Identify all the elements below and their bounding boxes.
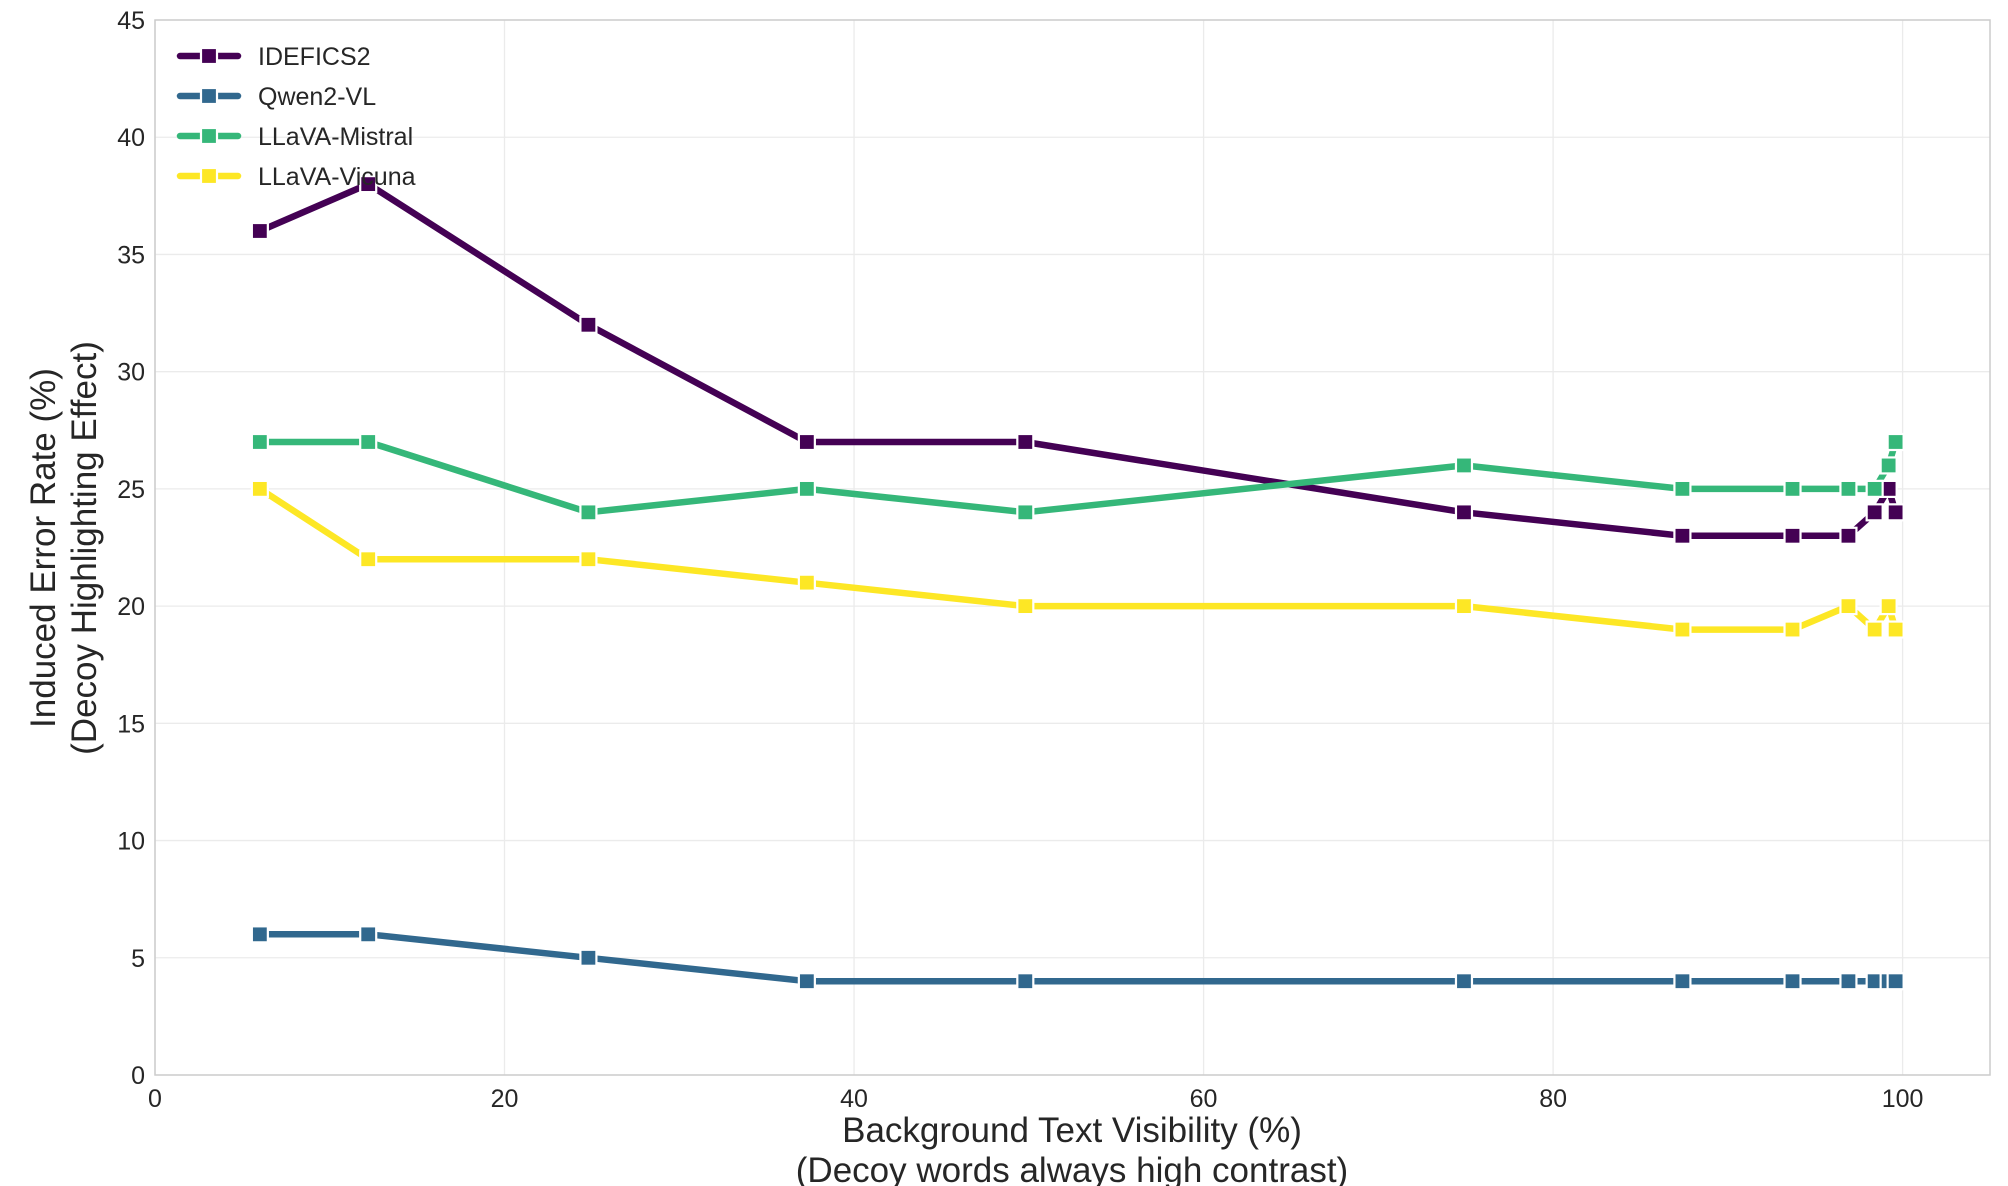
legend-label: Qwen2-VL bbox=[258, 83, 376, 111]
data-point-idefics2 bbox=[1886, 503, 1905, 522]
legend-label: IDEFICS2 bbox=[258, 43, 371, 71]
data-point-idefics2 bbox=[1016, 432, 1035, 452]
legend-marker bbox=[199, 166, 219, 186]
data-point-llava-mistral bbox=[579, 503, 598, 522]
legend-item-llava-vicuna: LLaVA-Vicuna bbox=[176, 163, 416, 191]
y-tick-label: 10 bbox=[117, 828, 145, 856]
y-tick-label: 25 bbox=[117, 476, 145, 504]
legend-item-qwen2-vl: Qwen2-VL bbox=[176, 83, 376, 111]
data-point-llava-mistral bbox=[1886, 432, 1905, 452]
x-tick-label: 60 bbox=[1190, 1085, 1218, 1113]
data-point-qwen2-vl bbox=[1839, 972, 1858, 991]
data-point-qwen2-vl bbox=[1673, 972, 1692, 991]
data-point-llava-mistral bbox=[797, 479, 816, 498]
x-axis-title: Background Text Visibility (%) bbox=[842, 1111, 1302, 1150]
y-tick-label: 5 bbox=[131, 945, 145, 973]
data-point-idefics2 bbox=[1865, 503, 1884, 522]
data-point-idefics2 bbox=[1783, 526, 1802, 545]
data-point-llava-mistral bbox=[250, 432, 269, 452]
y-tick-label: 35 bbox=[117, 241, 145, 269]
data-point-llava-vicuna bbox=[359, 550, 378, 569]
data-point-llava-mistral bbox=[1879, 456, 1898, 475]
data-point-llava-vicuna bbox=[1839, 597, 1858, 616]
y-tick-label: 30 bbox=[117, 359, 145, 387]
x-tick-label: 20 bbox=[491, 1085, 519, 1113]
data-point-qwen2-vl bbox=[1886, 972, 1905, 991]
y-axis-ticks: 0 5 10 15 20 25 30 35 40 45 bbox=[117, 7, 145, 1090]
data-point-llava-mistral bbox=[1454, 456, 1474, 475]
data-point-llava-vicuna bbox=[1783, 620, 1802, 639]
data-point-qwen2-vl bbox=[359, 925, 378, 944]
y-tick-label: 40 bbox=[117, 124, 145, 152]
data-point-idefics2 bbox=[359, 175, 378, 194]
data-point-llava-mistral bbox=[1839, 479, 1858, 498]
legend-marker bbox=[199, 126, 219, 146]
x-axis-subtitle: (Decoy words always high contrast) bbox=[796, 1151, 1348, 1186]
y-tick-label: 0 bbox=[131, 1062, 145, 1090]
series-markers bbox=[250, 175, 1905, 991]
data-point-idefics2 bbox=[250, 221, 269, 241]
x-tick-label: 0 bbox=[148, 1085, 162, 1113]
data-point-llava-vicuna bbox=[1016, 597, 1035, 616]
legend-label: LLaVA-Mistral bbox=[258, 123, 413, 151]
x-tick-label: 80 bbox=[1539, 1085, 1567, 1113]
x-axis-ticks: 0 20 40 60 80 100 bbox=[148, 1085, 1923, 1113]
data-point-qwen2-vl bbox=[1016, 972, 1035, 991]
data-point-qwen2-vl bbox=[1454, 972, 1474, 991]
data-point-qwen2-vl bbox=[1783, 972, 1802, 991]
data-point-llava-mistral bbox=[1673, 479, 1692, 498]
grid-lines bbox=[154, 19, 1990, 1076]
data-point-qwen2-vl bbox=[250, 925, 269, 944]
y-tick-label: 15 bbox=[117, 710, 145, 738]
legend-item-llava-mistral: LLaVA-Mistral bbox=[176, 123, 413, 151]
data-point-llava-vicuna bbox=[1879, 597, 1898, 616]
y-axis-subtitle: (Decoy Highlighting Effect) bbox=[65, 341, 104, 755]
data-point-llava-vicuna bbox=[579, 550, 598, 569]
data-point-idefics2 bbox=[1454, 503, 1474, 522]
plot-frame bbox=[154, 19, 1991, 1076]
data-point-llava-vicuna bbox=[797, 573, 816, 592]
legend: IDEFICS2 Qwen2-VL LLaVA-Mistral LLaVA-Vicun… bbox=[176, 43, 416, 191]
data-point-idefics2 bbox=[1839, 526, 1858, 545]
legend-marker bbox=[199, 86, 219, 106]
data-point-idefics2 bbox=[579, 315, 598, 334]
x-tick-label: 40 bbox=[840, 1085, 868, 1113]
data-point-idefics2 bbox=[797, 432, 816, 452]
legend-item-idefics2: IDEFICS2 bbox=[176, 43, 371, 71]
y-axis-title: Induced Error Rate (%) bbox=[24, 368, 63, 728]
data-point-llava-mistral bbox=[1016, 503, 1035, 522]
data-point-llava-vicuna bbox=[250, 479, 269, 498]
data-point-qwen2-vl bbox=[579, 948, 598, 967]
data-point-llava-mistral bbox=[1865, 479, 1884, 498]
data-point-qwen2-vl bbox=[797, 972, 816, 991]
data-point-llava-vicuna bbox=[1454, 597, 1474, 616]
data-point-llava-vicuna bbox=[1865, 620, 1884, 639]
data-point-llava-mistral bbox=[1783, 479, 1802, 498]
data-point-llava-mistral bbox=[359, 432, 378, 452]
legend-marker bbox=[199, 46, 219, 66]
data-point-idefics2 bbox=[1673, 526, 1692, 545]
y-tick-label: 20 bbox=[117, 593, 145, 621]
data-point-llava-vicuna bbox=[1886, 620, 1905, 639]
x-tick-label: 100 bbox=[1882, 1085, 1924, 1113]
plot-background bbox=[155, 20, 1990, 1075]
data-point-llava-vicuna bbox=[1673, 620, 1692, 639]
legend-label: LLaVA-Vicuna bbox=[258, 163, 416, 191]
y-tick-label: 45 bbox=[117, 7, 145, 35]
